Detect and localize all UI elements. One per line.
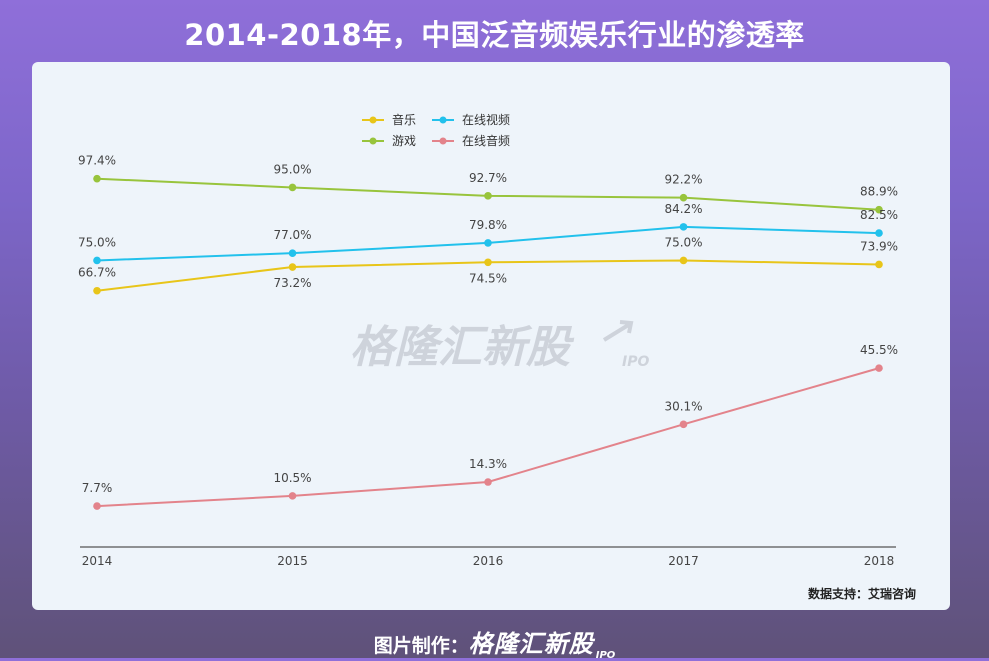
- legend-label-audio: 在线音频: [462, 133, 510, 148]
- data-point-games: [288, 183, 297, 192]
- series-layer: 97.4% 95.0% 92.7% 92.2% 88.9% 75.0% 77.0% 79.8%…: [78, 154, 898, 510]
- footer: 图片制作：格隆汇新股 IPO: [0, 624, 989, 661]
- data-label-video: 77.0%: [273, 228, 311, 242]
- x-tick-label: 2016: [473, 554, 504, 568]
- line-chart: 格隆汇新股 IPO 音乐 在线视频 游戏: [78, 112, 898, 568]
- data-point-music: [875, 260, 883, 269]
- source-note: 数据支持：艾瑞咨询: [807, 587, 916, 601]
- legend-dot-games: [369, 137, 377, 145]
- data-point-audio: [679, 420, 688, 429]
- chart-card: 格隆汇新股 IPO 音乐 在线视频 游戏: [32, 62, 950, 610]
- x-tick-label: 2017: [668, 554, 699, 568]
- data-point-games: [875, 205, 883, 214]
- data-label-video: 79.8%: [469, 218, 507, 232]
- data-label-music: 74.5%: [469, 271, 507, 285]
- legend-label-music: 音乐: [392, 112, 416, 127]
- footer-label: 图片制作：: [373, 635, 469, 657]
- footer-brand-sub: IPO: [595, 650, 616, 661]
- legend: 音乐 在线视频 游戏 在线音频: [362, 112, 510, 148]
- data-point-audio: [875, 364, 883, 372]
- data-label-audio: 10.5%: [273, 471, 311, 485]
- data-label-music: 75.0%: [664, 235, 702, 249]
- watermark-text: 格隆汇新股: [350, 322, 575, 373]
- page-title: 2014-2018年，中国泛音频娱乐行业的渗透率: [184, 18, 805, 52]
- data-label-games: 92.7%: [469, 171, 507, 185]
- series-music: 66.7% 73.2% 74.5% 75.0% 73.9%: [78, 235, 898, 295]
- data-label-audio: 7.7%: [82, 481, 113, 495]
- data-point-games: [484, 192, 492, 200]
- data-label-music: 73.2%: [273, 276, 311, 290]
- legend-dot-audio: [439, 137, 447, 145]
- data-point-video: [679, 223, 688, 231]
- data-point-video: [93, 256, 101, 265]
- data-label-games: 88.9%: [860, 185, 898, 199]
- data-point-audio: [93, 502, 101, 510]
- footer-brand: 格隆汇新股: [468, 630, 594, 658]
- data-point-video: [288, 249, 297, 257]
- data-point-music: [679, 256, 688, 265]
- watermark-arrow-icon: [602, 320, 634, 342]
- data-point-games: [93, 174, 101, 183]
- data-point-video: [875, 229, 883, 237]
- legend-item-audio: 在线音频: [432, 133, 510, 148]
- legend-item-games: 游戏: [362, 134, 416, 148]
- legend-item-music: 音乐: [362, 112, 416, 127]
- series-video: 75.0% 77.0% 79.8% 84.2% 82.5%: [78, 202, 898, 265]
- data-label-audio: 14.3%: [469, 457, 507, 471]
- legend-dot-music: [369, 116, 377, 124]
- legend-label-games: 游戏: [392, 134, 416, 148]
- watermark: 格隆汇新股 IPO: [350, 320, 649, 373]
- x-tick-label: 2015: [277, 554, 308, 568]
- legend-label-video: 在线视频: [462, 112, 510, 127]
- data-label-video: 84.2%: [664, 202, 702, 216]
- series-audio: 7.7% 10.5% 14.3% 30.1% 45.5%: [82, 343, 898, 510]
- data-label-audio: 30.1%: [664, 399, 702, 413]
- x-axis-ticks: 2014 2015 2016 2017 2018: [82, 554, 895, 568]
- data-point-audio: [484, 478, 492, 486]
- data-label-video: 75.0%: [78, 235, 116, 249]
- legend-dot-video: [439, 116, 447, 124]
- data-label-music: 73.9%: [860, 239, 898, 253]
- data-point-games: [679, 193, 688, 202]
- data-label-games: 95.0%: [273, 162, 311, 176]
- data-point-audio: [288, 492, 297, 500]
- x-tick-label: 2018: [864, 554, 895, 568]
- series-games: 97.4% 95.0% 92.7% 92.2% 88.9%: [78, 154, 898, 214]
- legend-item-video: 在线视频: [432, 112, 510, 127]
- watermark-sub: IPO: [622, 354, 649, 370]
- data-label-video: 82.5%: [860, 208, 898, 222]
- data-point-music: [93, 286, 101, 295]
- data-label-games: 92.2%: [664, 173, 702, 187]
- data-point-video: [484, 239, 492, 247]
- data-point-music: [288, 263, 297, 271]
- data-label-games: 97.4%: [78, 154, 116, 168]
- data-point-music: [484, 258, 492, 267]
- data-label-music: 66.7%: [78, 266, 116, 280]
- x-tick-label: 2014: [82, 554, 113, 568]
- data-label-audio: 45.5%: [860, 343, 898, 357]
